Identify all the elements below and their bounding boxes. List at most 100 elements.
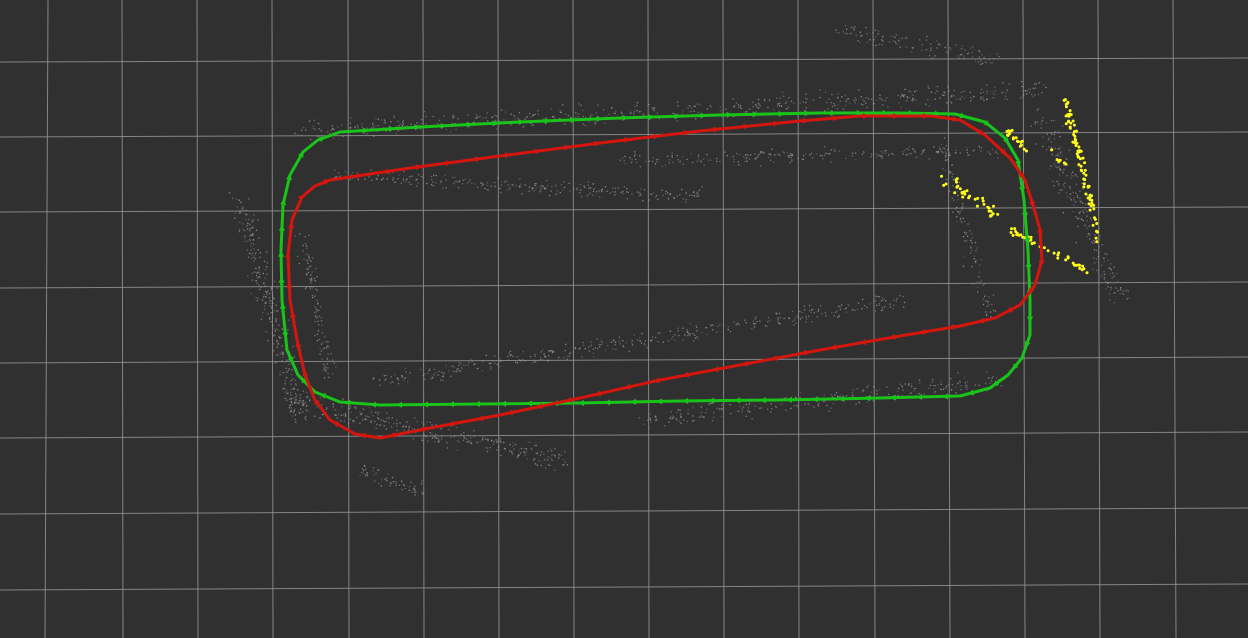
map-point (413, 491, 415, 494)
map-point (852, 308, 854, 311)
map-point (389, 485, 391, 487)
map-point (992, 97, 994, 99)
map-point (374, 480, 376, 482)
map-point (897, 387, 900, 389)
map-point (941, 93, 943, 96)
map-point (901, 37, 903, 40)
map-point (824, 154, 826, 156)
map-point (973, 149, 975, 151)
map-point (258, 269, 260, 271)
map-point (471, 360, 473, 363)
map-point (806, 98, 809, 100)
map-point (744, 154, 747, 156)
keyframe-marker (983, 119, 991, 127)
map-point (914, 91, 916, 93)
map-point (253, 271, 255, 273)
map-point (947, 148, 949, 150)
map-point (292, 345, 294, 348)
map-point (440, 427, 442, 430)
map-point (676, 120, 678, 122)
map-point (396, 429, 398, 432)
map-point (949, 155, 951, 157)
map-point (256, 274, 258, 277)
map-point (1100, 275, 1102, 277)
keyframe-marker (445, 160, 452, 167)
keyframe-marker (800, 349, 808, 356)
map-point (359, 422, 361, 424)
map-point (247, 275, 249, 277)
map-point (402, 121, 404, 123)
map-point (323, 368, 325, 370)
map-point (687, 107, 689, 109)
map-point (318, 128, 320, 130)
map-point (844, 104, 847, 107)
map-point (988, 59, 990, 61)
map-point (830, 407, 832, 409)
map-point (388, 417, 390, 419)
map-point (988, 303, 990, 305)
keyframe-marker (760, 397, 767, 404)
map-point (831, 312, 833, 314)
map-point (239, 221, 241, 224)
map-point (593, 188, 595, 190)
map-point (421, 421, 423, 423)
map-point (817, 404, 819, 406)
map-point (315, 311, 318, 313)
map-point (363, 472, 365, 475)
map-point (711, 420, 714, 422)
map-point (889, 303, 891, 305)
map-point (966, 149, 968, 151)
map-point (263, 282, 265, 284)
map-point (883, 298, 885, 300)
map-point (283, 387, 285, 389)
map-point (300, 134, 303, 136)
map-point (376, 178, 378, 180)
map-point (310, 282, 312, 284)
map-point (614, 191, 616, 193)
map-point (541, 349, 544, 351)
map-point (592, 194, 594, 196)
map-point (344, 415, 347, 417)
map-point (677, 159, 679, 161)
map-point (1041, 119, 1043, 122)
map-point (1075, 192, 1077, 194)
active-point (1052, 251, 1056, 255)
keyframe-marker (356, 172, 363, 179)
keyframe-marker (526, 400, 533, 407)
active-point (1083, 168, 1087, 172)
map-point (928, 105, 930, 107)
map-point (496, 440, 498, 443)
map-point (498, 449, 500, 451)
map-point (910, 153, 912, 155)
map-point (395, 481, 397, 483)
map-point (998, 55, 1000, 58)
map-point (288, 363, 290, 366)
map-point (242, 206, 244, 208)
keyframe-marker (1015, 160, 1022, 168)
map-point (538, 460, 540, 462)
map-point (753, 323, 755, 325)
map-point (881, 300, 883, 302)
map-point (984, 382, 987, 385)
map-point (643, 189, 646, 191)
map-point (789, 161, 792, 164)
map-point (354, 406, 356, 408)
map-point (651, 160, 654, 163)
map-point (512, 355, 514, 358)
map-point (757, 102, 760, 105)
map-point (783, 317, 785, 320)
map-point (463, 432, 465, 434)
map-point (824, 312, 827, 314)
map-point (282, 371, 284, 374)
map-point (451, 365, 453, 367)
map-point (624, 155, 626, 157)
map-point (305, 253, 307, 256)
map-point (1088, 225, 1090, 227)
map-point (689, 333, 691, 335)
map-point (854, 152, 857, 154)
map-point (649, 193, 651, 195)
map-point (365, 468, 367, 470)
map-point (534, 113, 536, 116)
